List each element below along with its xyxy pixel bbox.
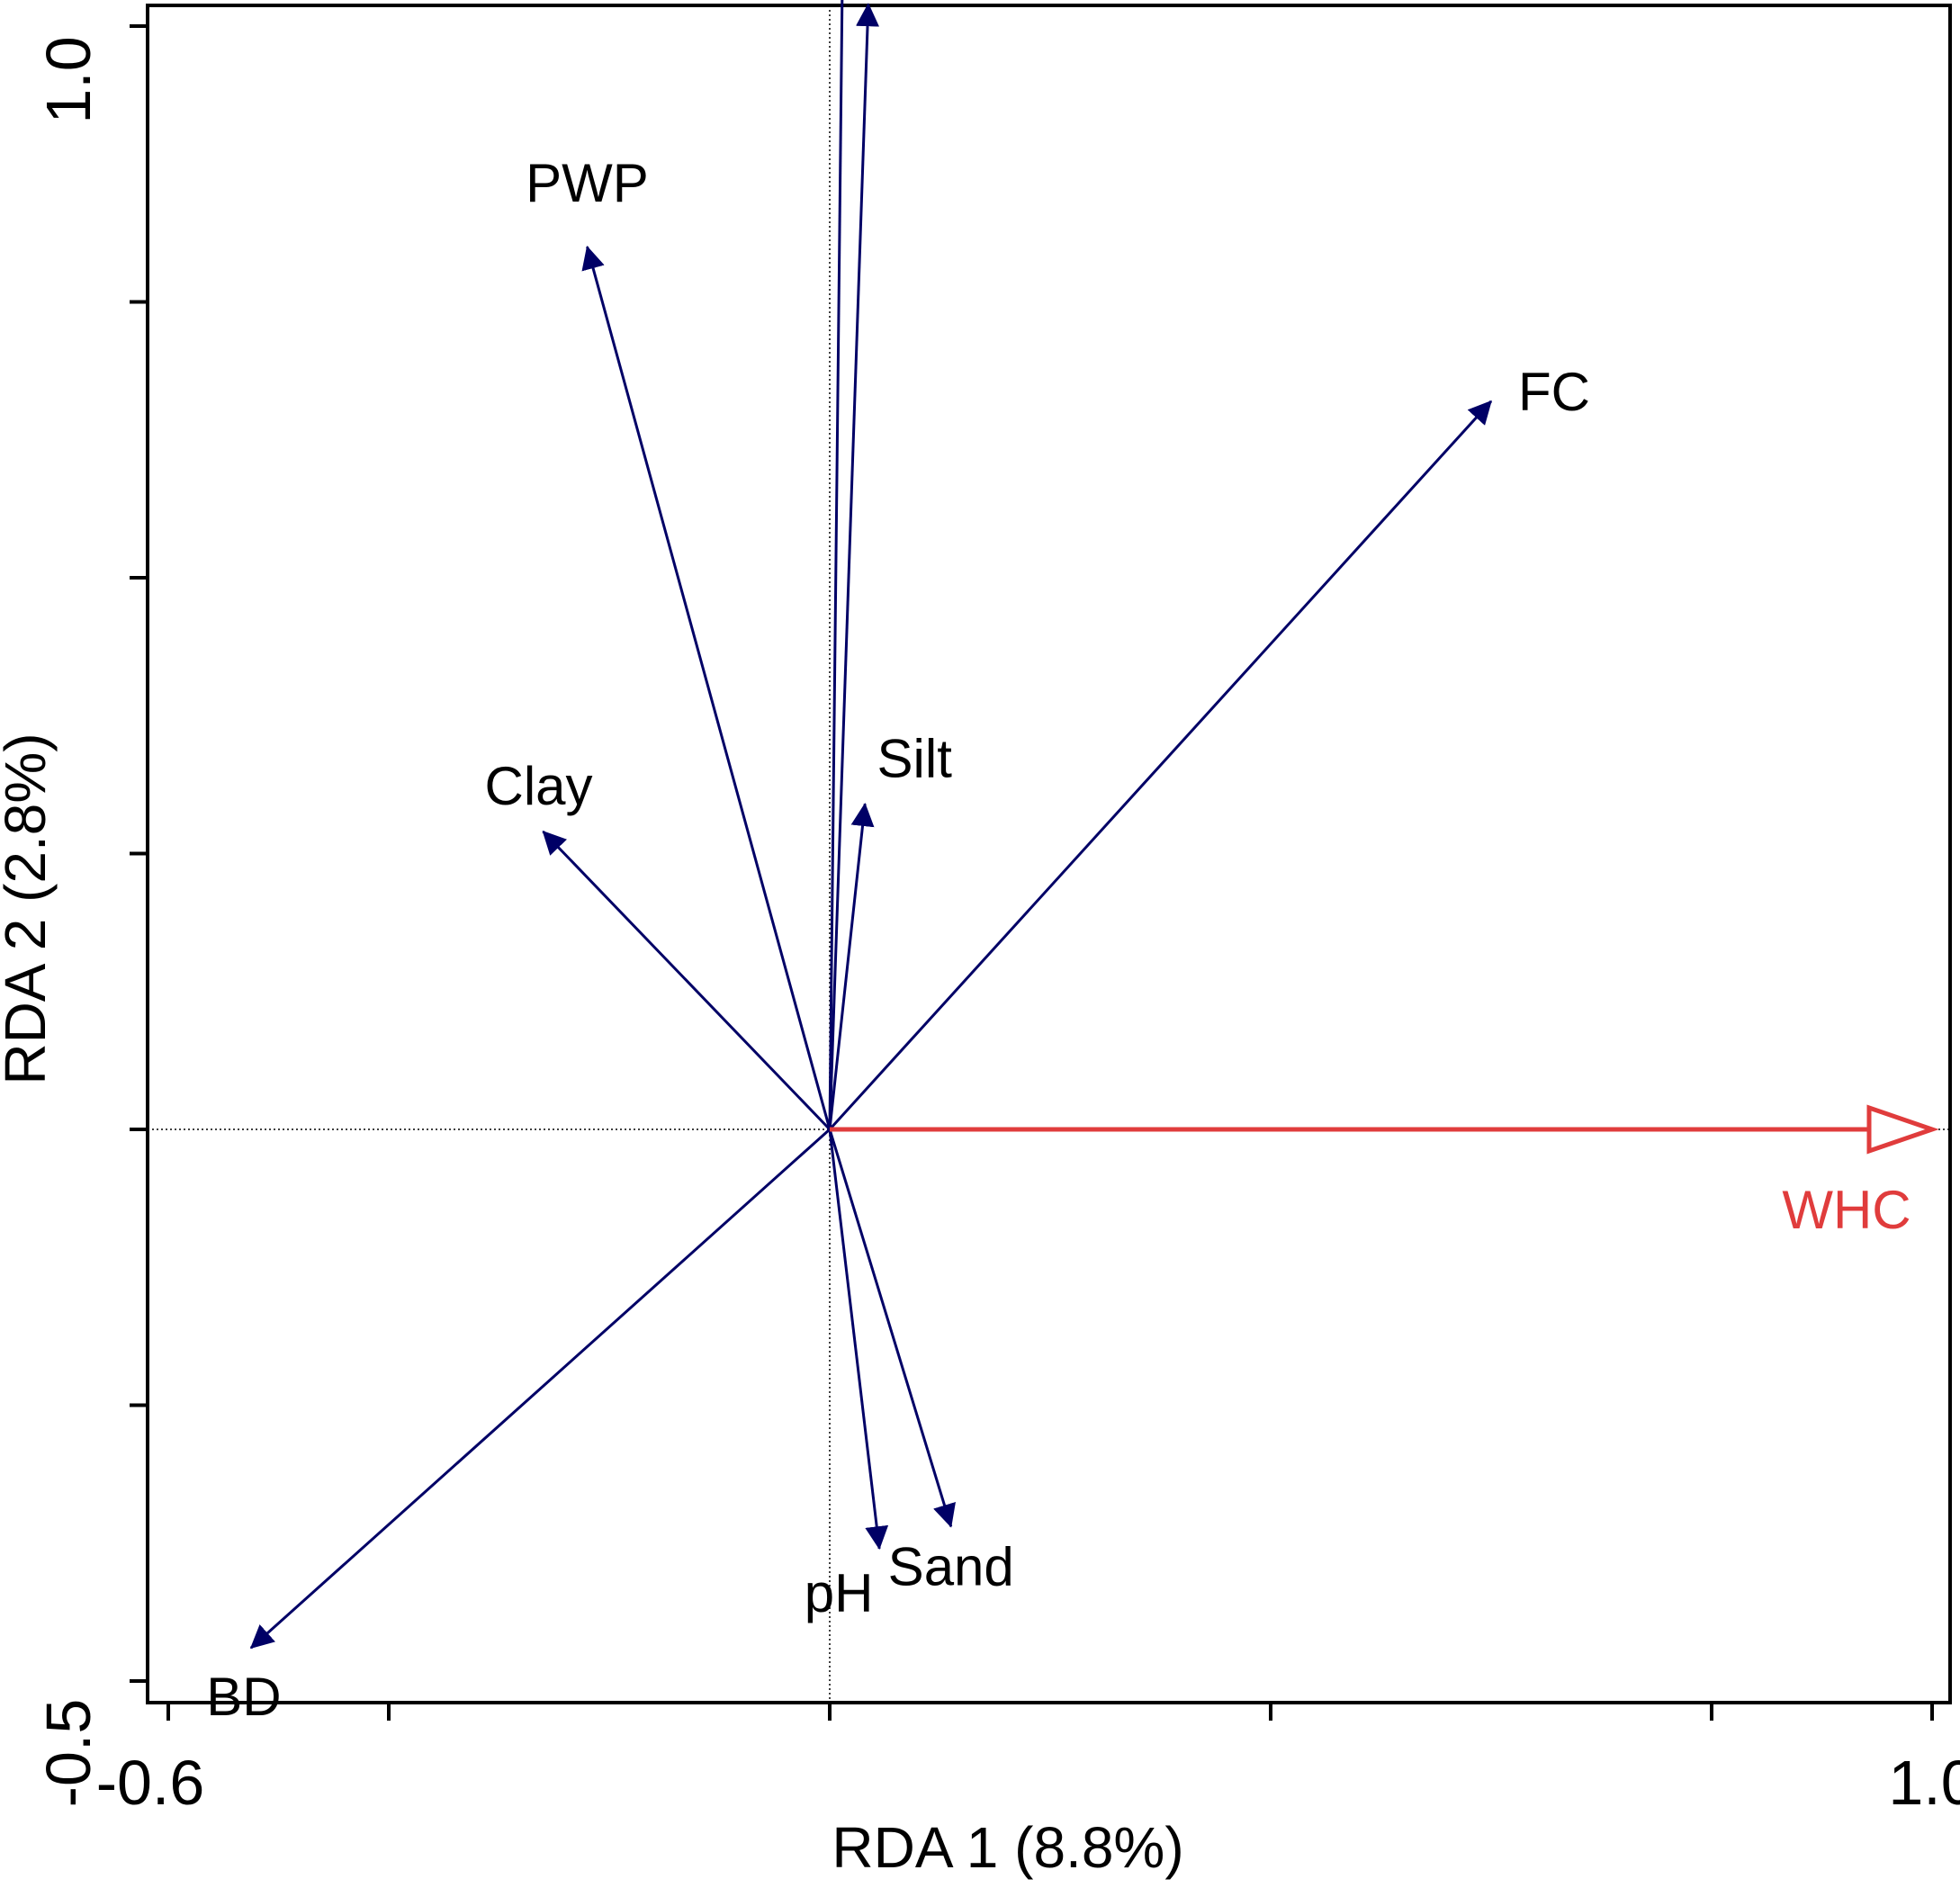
y-tick-label: -0.5 (33, 1699, 103, 1808)
vector-ph (828, 1128, 889, 1551)
vector-label-pwp: PWP (526, 153, 649, 213)
response-arrowhead-whc (1866, 1104, 1939, 1155)
vector-label-fc: FC (1518, 362, 1590, 422)
x-axis-title: RDA 1 (8.8%) (832, 1815, 1183, 1880)
y-axis-title: RDA 2 (2.8%) (0, 733, 58, 1084)
vector-label-sand: Sand (888, 1536, 1014, 1596)
x-tick-label: 1.0 (1888, 1748, 1960, 1818)
vector-fc (828, 400, 1493, 1131)
plot-frame (146, 4, 1952, 1704)
vector-clay (542, 830, 832, 1131)
vector-label-silt: Silt (877, 728, 953, 788)
vector-silt (828, 803, 875, 1130)
vector-soc (828, 0, 844, 1130)
response-label-whc: WHC (1782, 1180, 1911, 1240)
vector-label-clay: Clay (484, 756, 592, 816)
vector-bd (249, 1128, 832, 1650)
vector-sand (828, 1128, 956, 1528)
vector-label-bd: BD (206, 1667, 281, 1727)
x-tick-label: -0.6 (96, 1748, 205, 1818)
vector-label-ph: pH (805, 1563, 874, 1623)
vector-pwp (581, 245, 832, 1130)
vector-tn (828, 3, 880, 1130)
y-tick-label: 1.0 (33, 36, 103, 123)
